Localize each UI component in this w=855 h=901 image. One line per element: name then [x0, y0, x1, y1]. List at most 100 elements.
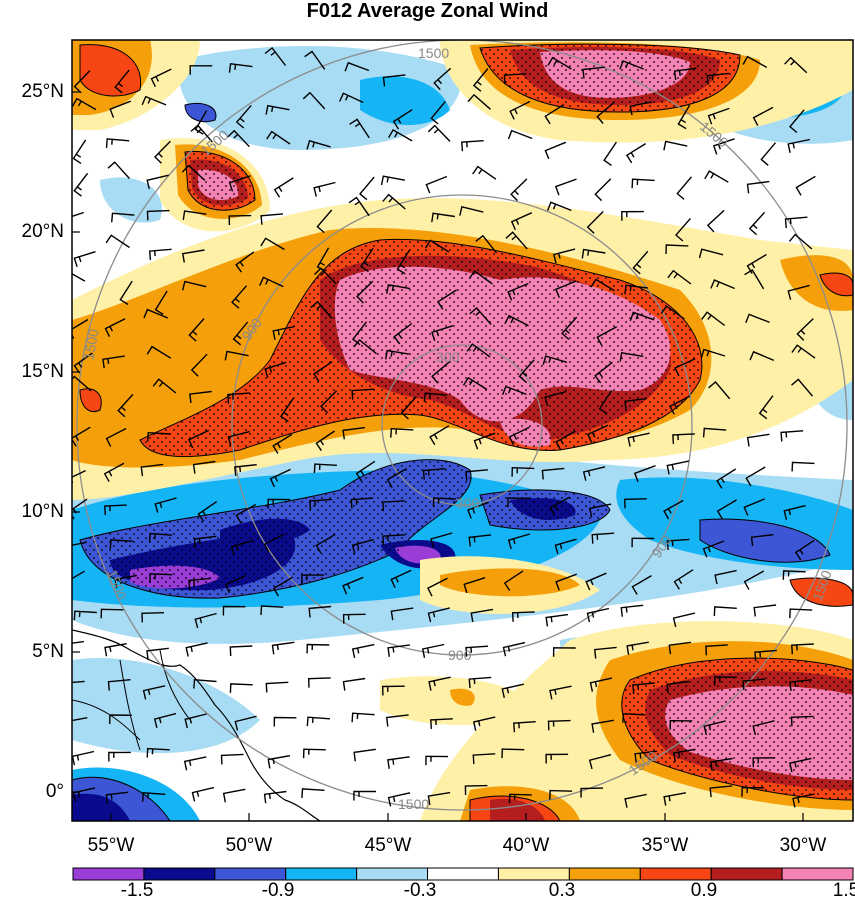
- wind-barb: [788, 233, 813, 250]
- wind-barb: [189, 65, 213, 75]
- wind-barb: [789, 109, 805, 134]
- wind-barb: [265, 104, 290, 115]
- wind-barb: [342, 677, 366, 691]
- wind-barb: [430, 100, 446, 125]
- wind-barb: [603, 141, 617, 166]
- wind-barb: [188, 318, 205, 342]
- wind-barb: [302, 91, 326, 110]
- wind-barb: [791, 643, 814, 655]
- wind-barb: [473, 432, 496, 450]
- wind-barb: [744, 269, 765, 290]
- wind-barb: [264, 47, 287, 66]
- wind-barb: [73, 352, 93, 374]
- wind-barbs: [72, 47, 816, 808]
- wind-barb: [114, 574, 137, 589]
- negative-stipple: [80, 459, 610, 599]
- wind-barb: [547, 56, 572, 70]
- wind-barb: [554, 280, 577, 298]
- wind-barb: [627, 432, 650, 447]
- wind-barb: [104, 318, 126, 338]
- wind-barb: [513, 721, 536, 733]
- wind-barb: [108, 751, 131, 762]
- lat-label-10n: 10°N: [21, 501, 64, 522]
- wind-barb: [466, 343, 491, 358]
- wind-barb: [427, 791, 451, 806]
- wind-barb: [660, 305, 685, 320]
- wind-barb: [182, 210, 207, 221]
- wind-barb: [675, 217, 691, 242]
- wind-barb: [596, 326, 618, 346]
- wind-barb: [385, 349, 410, 360]
- wind-barb: [260, 213, 284, 225]
- wind-barb: [754, 649, 777, 662]
- wind-barb: [472, 753, 496, 765]
- wind-barb: [706, 72, 730, 85]
- wind-barb: [342, 576, 364, 595]
- wind-barb: [780, 430, 804, 442]
- wind-barb: [189, 390, 212, 404]
- wind-barb: [359, 176, 375, 201]
- wind-barb: [673, 67, 697, 81]
- wind-barb: [619, 351, 644, 362]
- wind-barb: [72, 211, 84, 218]
- wind-barb: [190, 124, 213, 143]
- wind-barb: [302, 748, 326, 759]
- wind-barb: [338, 92, 364, 104]
- wind-barb: [220, 753, 244, 765]
- wind-barb: [429, 425, 450, 446]
- wind-barb: [705, 644, 728, 656]
- wind-barb: [511, 466, 535, 477]
- wind-barb: [748, 211, 766, 236]
- map-frame: [71, 39, 854, 822]
- wind-barb: [153, 712, 177, 728]
- wind-barb: [596, 101, 615, 124]
- wind-barb: [795, 175, 816, 196]
- wind-barb: [193, 535, 217, 548]
- wind-barb: [111, 212, 135, 223]
- wind-barb: [624, 397, 647, 411]
- wind-barb: [182, 280, 207, 291]
- wind-barb: [501, 748, 525, 759]
- wind-barb: [146, 747, 170, 758]
- wind-barb: [672, 612, 696, 628]
- wind-barb: [625, 143, 646, 164]
- wind-barb: [102, 355, 125, 369]
- wind-barb: [273, 177, 294, 198]
- wind-barb: [301, 574, 324, 585]
- wind-barb: [387, 756, 410, 769]
- wind-barb: [235, 503, 257, 524]
- wind-barb: [622, 713, 646, 723]
- wind-barb: [428, 676, 451, 691]
- lat-label-5n: 5°N: [32, 641, 64, 662]
- wind-barb: [306, 139, 331, 150]
- wind-barb: [425, 755, 449, 766]
- range-rings: [76, 40, 848, 811]
- wind-barb: [503, 570, 524, 591]
- wind-barb: [304, 50, 326, 70]
- wind-barb: [105, 427, 127, 447]
- wind-barb: [581, 248, 606, 259]
- wind-barb: [301, 788, 325, 798]
- lon-label-55w: 55°W: [87, 835, 135, 856]
- wind-barb: [591, 719, 614, 733]
- wind-barb: [501, 385, 527, 396]
- wind-barb: [673, 569, 694, 590]
- wind-barb: [146, 647, 169, 660]
- wind-barb: [271, 641, 295, 655]
- wind-barb: [430, 718, 453, 729]
- wind-barb: [549, 496, 571, 516]
- wind-barb: [663, 792, 686, 806]
- wind-barb: [349, 118, 370, 139]
- wind-barb: [714, 569, 737, 585]
- wind-barb: [701, 311, 726, 327]
- wind-barb: [470, 608, 494, 623]
- wind-barb: [752, 720, 775, 736]
- colorbar-swatch: [285, 867, 358, 881]
- axis-ticks: [72, 91, 804, 821]
- wind-barb: [197, 501, 218, 522]
- wind-barb: [714, 676, 737, 686]
- wind-barb: [385, 714, 409, 727]
- wind-barb: [73, 70, 91, 94]
- wind-barb: [674, 358, 696, 377]
- wind-barb: [507, 533, 530, 550]
